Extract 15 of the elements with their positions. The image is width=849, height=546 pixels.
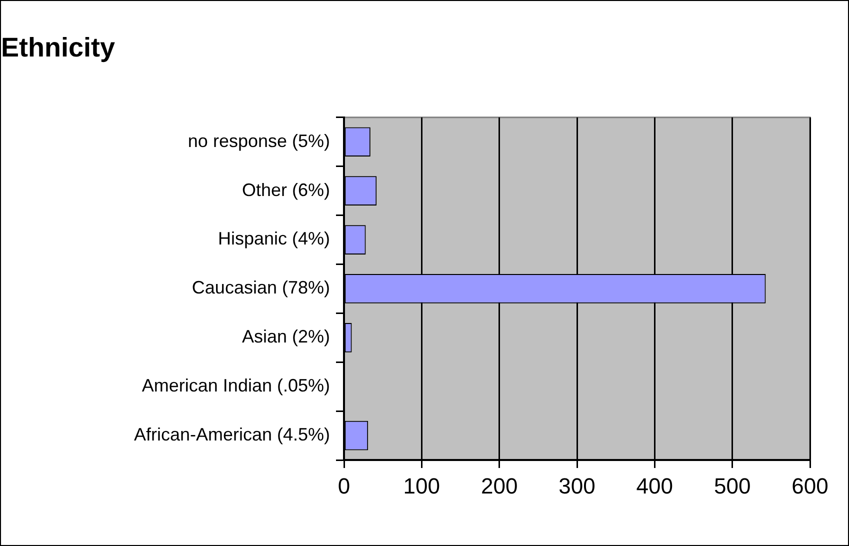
x-tick-label: 100 [403, 473, 440, 498]
y-tick-label: Other (6%) [242, 180, 330, 200]
y-tick-label: African-American (4.5%) [134, 424, 330, 444]
x-tick-label: 500 [714, 473, 751, 498]
y-tick-label: Hispanic (4%) [218, 228, 330, 249]
text: Ethnicity [1, 32, 116, 63]
x-tick-label: 300 [558, 473, 596, 498]
x-tick-label: 400 [636, 473, 674, 498]
x-tick-label: 600 [792, 473, 828, 498]
x-tick-label: 200 [480, 473, 518, 498]
y-tick-label: American Indian (.05%) [142, 376, 330, 396]
y-tick-label: no response (5%) [188, 130, 330, 151]
y-tick-label: Asian (2%) [242, 326, 330, 347]
x-tick-label: 0 [338, 473, 350, 498]
y-tick-label: Caucasian (78%) [192, 278, 330, 298]
